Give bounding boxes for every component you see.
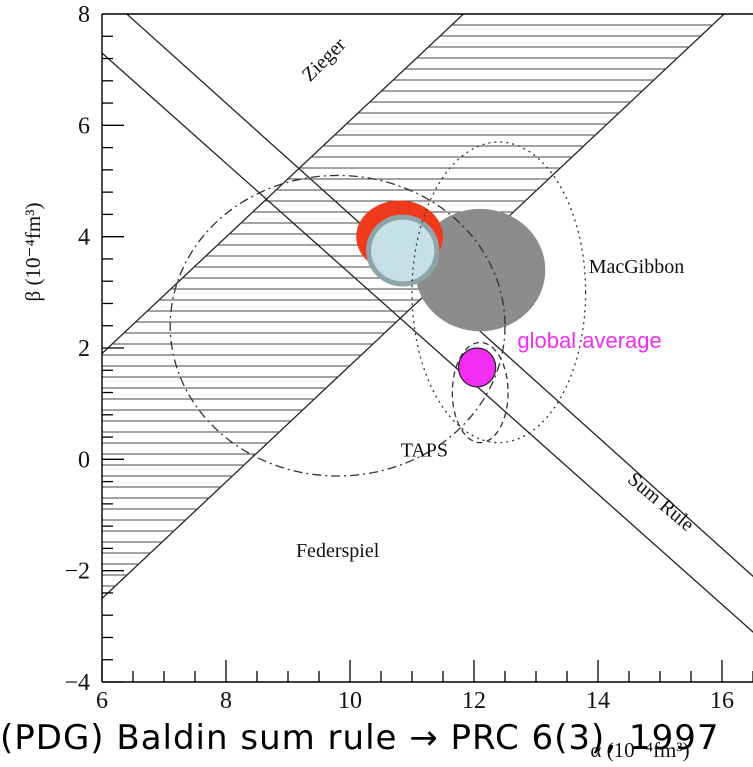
fill-global-average bbox=[457, 347, 497, 388]
y-tick-label: 2 bbox=[78, 336, 90, 362]
annotation-global-average: global average bbox=[517, 328, 661, 353]
y-tick-label: 8 bbox=[78, 2, 90, 28]
region-federspiel bbox=[169, 174, 506, 477]
x-tick-label: 8 bbox=[220, 688, 232, 714]
annotation-macgibbon: MacGibbon bbox=[589, 256, 685, 278]
annotation-zieger: Zieger bbox=[298, 33, 351, 86]
band-0-upper-edge bbox=[102, 14, 465, 355]
y-tick-label: −4 bbox=[64, 670, 90, 696]
y-tick-label: 0 bbox=[78, 447, 90, 473]
x-tick-label: 16 bbox=[710, 688, 734, 714]
annotation-taps: TAPS bbox=[401, 440, 448, 462]
x-tick-label: 6 bbox=[96, 688, 108, 714]
annotation-federspiel: Federspiel bbox=[296, 540, 380, 562]
y-tick-label: −2 bbox=[64, 559, 90, 585]
band-1-lower-edge bbox=[102, 52, 753, 633]
x-tick-label: 12 bbox=[462, 688, 486, 714]
x-tick-label: 10 bbox=[338, 688, 362, 714]
x-axis-title: α (10⁻⁴fm³) bbox=[590, 738, 689, 762]
footer-caption: (PDG) Baldin sum rule → PRC 6(3), 1997 bbox=[0, 718, 720, 758]
y-tick-label: 6 bbox=[78, 113, 90, 139]
region-macgibbon bbox=[411, 141, 587, 444]
y-tick-label: 4 bbox=[78, 225, 90, 251]
x-tick-label: 14 bbox=[586, 688, 610, 714]
region-taps bbox=[451, 341, 509, 444]
y-axis-title: β (10⁻⁴fm³) bbox=[21, 203, 45, 302]
fill-grey bbox=[415, 208, 546, 332]
fill-light-blue bbox=[366, 214, 440, 287]
